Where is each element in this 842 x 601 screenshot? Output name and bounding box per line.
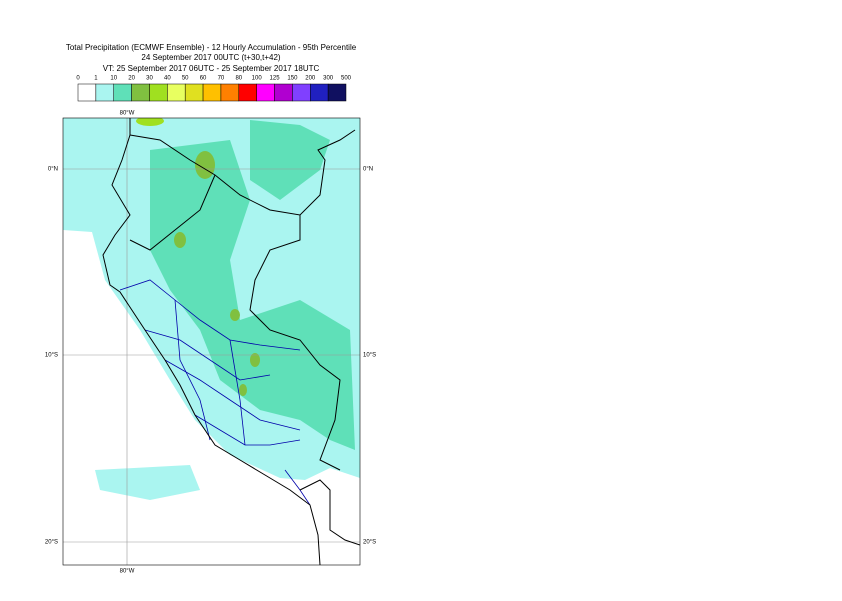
precip-field: [239, 384, 247, 396]
legend-swatch: [220, 83, 240, 102]
lat-label: 0°N: [48, 167, 58, 173]
legend-label: 10: [110, 76, 117, 82]
precip-field: [136, 118, 164, 126]
legend-swatch: [113, 83, 132, 102]
legend-swatch: [77, 83, 97, 102]
legend-label: 40: [164, 76, 171, 82]
lon-label: 80°W: [120, 111, 135, 117]
legend-label: 125: [270, 76, 281, 82]
legend-label: 1: [94, 76, 98, 82]
map: 80°W 80°W 0°N 0°N 10°S 10°S 20°S 20°S: [45, 111, 376, 575]
legend-swatch: [310, 83, 329, 102]
precip-field: [250, 353, 260, 367]
legend-label: 60: [200, 76, 207, 82]
legend-label: 30: [146, 76, 153, 82]
regions: [119, 279, 311, 506]
valid-time: VT: 25 September 2017 06UTC - 25 Septemb…: [103, 64, 320, 73]
legend-label: 150: [287, 76, 298, 82]
lat-label: 20°S: [363, 540, 376, 546]
legend-swatch: [131, 83, 150, 102]
lon-label: 80°W: [120, 569, 135, 575]
precip-field: [250, 120, 330, 200]
legend: 0 1 10 20 30 40 50 60 70 80 100 125 150 200 300 500: [76, 76, 352, 102]
legend-label: 0: [76, 76, 80, 82]
lat-label: 10°S: [363, 353, 376, 359]
legend-swatch: [167, 83, 186, 102]
legend-swatch: [202, 83, 222, 102]
legend-label: 200: [305, 76, 316, 82]
legend-swatch: [274, 83, 293, 102]
legend-label: 80: [235, 76, 242, 82]
legend-swatch: [184, 83, 204, 102]
legend-label: 50: [182, 76, 189, 82]
legend-swatch: [292, 83, 311, 102]
precip-field: [230, 309, 240, 321]
legend-label: 20: [128, 76, 135, 82]
legend-swatch: [238, 83, 257, 102]
precip-field: [174, 232, 186, 248]
legend-swatch: [149, 83, 168, 102]
lat-label: 0°N: [363, 167, 373, 173]
legend-swatch: [327, 83, 347, 102]
subtitle: 24 September 2017 00UTC (t+30,t+42): [141, 53, 281, 62]
legend-label: 300: [323, 76, 334, 82]
legend-swatch: [95, 83, 114, 102]
legend-label: 500: [341, 76, 352, 82]
coastline-borders: [102, 118, 360, 565]
title: Total Precipitation (ECMWF Ensemble) - 1…: [66, 43, 357, 52]
lat-label: 20°S: [45, 540, 58, 546]
lat-label: 10°S: [45, 353, 58, 359]
precip-field: [95, 465, 200, 500]
legend-swatch: [256, 83, 275, 102]
legend-label: 70: [218, 76, 225, 82]
precip-field: [150, 140, 355, 450]
legend-label: 100: [252, 76, 263, 82]
map-frame: [62, 117, 361, 566]
